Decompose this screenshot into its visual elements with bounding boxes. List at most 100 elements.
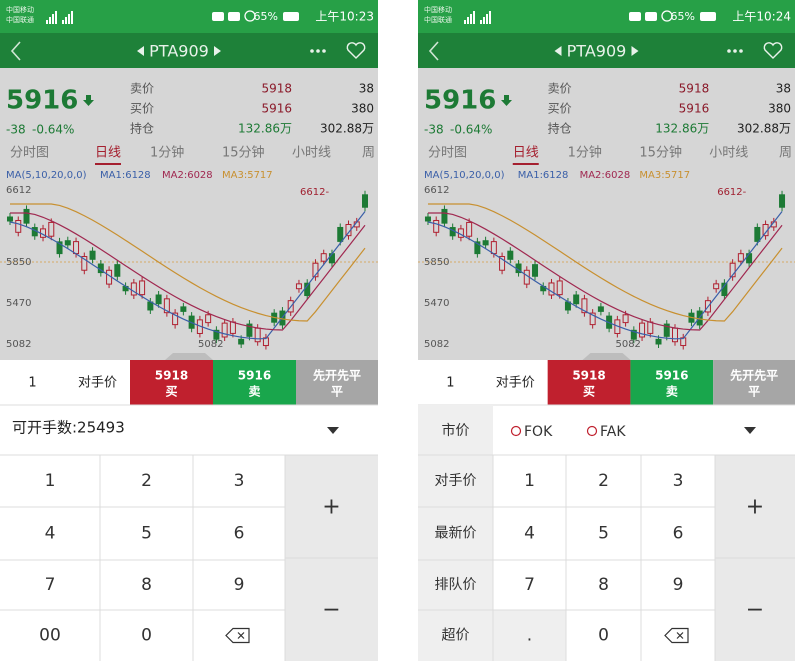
period-tab[interactable]: 分时图 — [10, 146, 49, 161]
backspace-key[interactable] — [225, 627, 250, 644]
number-key[interactable]: 8 — [141, 575, 152, 595]
period-tab[interactable]: 1分钟 — [150, 145, 184, 161]
price-key[interactable]: 超价 — [442, 628, 470, 644]
number-key[interactable]: 6 — [673, 524, 684, 544]
candle-body — [474, 241, 481, 255]
number-key[interactable]: 9 — [673, 575, 684, 595]
period-tab[interactable]: 日线 — [95, 146, 121, 161]
minus-key[interactable]: − — [746, 598, 764, 623]
period-tab[interactable]: 15分钟 — [639, 145, 682, 161]
close-mode-button[interactable] — [713, 360, 795, 405]
quote-label: 买价 — [548, 102, 572, 116]
period-tab[interactable]: 周 — [779, 146, 792, 161]
price-key[interactable]: 对手价 — [435, 473, 477, 489]
more-button[interactable] — [310, 49, 314, 53]
number-key[interactable]: 0 — [141, 626, 152, 646]
quantity[interactable]: 1 — [28, 376, 36, 391]
more-button[interactable] — [739, 49, 743, 53]
market-option[interactable]: 市价 — [442, 422, 470, 439]
candle-body — [532, 264, 539, 277]
dot-key[interactable] — [493, 610, 566, 661]
quote-value: 5918 — [261, 82, 292, 96]
buy-button[interactable] — [547, 360, 631, 405]
indicator-legend: MA(5,10,20,0,0) — [424, 170, 505, 181]
signal-icon — [55, 11, 57, 24]
next-arrow[interactable] — [631, 46, 639, 56]
sell-button[interactable] — [213, 360, 296, 405]
period-tab[interactable]: 周 — [362, 146, 375, 161]
number-key[interactable]: 8 — [598, 575, 609, 595]
favorite-button[interactable] — [346, 42, 366, 59]
backspace-key[interactable] — [664, 627, 689, 644]
backspace-key — [676, 632, 684, 639]
number-key[interactable]: 2 — [598, 471, 609, 491]
number-key[interactable]: 2 — [141, 471, 152, 491]
period-tab[interactable]: 15分钟 — [222, 145, 265, 161]
number-key[interactable]: 1 — [524, 471, 535, 491]
candle-body — [639, 322, 646, 338]
more-button[interactable] — [316, 49, 320, 53]
number-key[interactable]: 0 — [598, 626, 609, 646]
sell-button[interactable] — [630, 360, 714, 405]
number-key[interactable]: 5 — [141, 524, 152, 544]
number-key[interactable]: 3 — [673, 471, 684, 491]
quantity[interactable]: 1 — [446, 376, 454, 391]
period-tab[interactable]: 日线 — [513, 146, 539, 161]
more-button[interactable] — [322, 49, 326, 53]
number-key[interactable]: 6 — [234, 524, 245, 544]
number-key[interactable]: 1 — [45, 471, 56, 491]
indicator-legend: MA1:6128 — [518, 170, 569, 181]
radio-button[interactable] — [510, 425, 522, 437]
order-option[interactable]: FAK — [600, 424, 626, 440]
high-annotation: 6612- — [300, 187, 329, 198]
panel-handle[interactable] — [165, 353, 213, 360]
moving-average — [10, 212, 366, 331]
radio-button[interactable] — [586, 425, 598, 437]
candle-body — [221, 322, 228, 338]
number-key[interactable]: 7 — [524, 575, 535, 595]
buy-button[interactable] — [130, 360, 213, 405]
quote-label: 卖价 — [548, 82, 572, 96]
candle-body — [312, 262, 319, 278]
price-level: 6612 — [424, 185, 449, 196]
favorite-button[interactable] — [763, 42, 783, 59]
more-button[interactable] — [733, 49, 737, 53]
order-option[interactable]: FOK — [524, 424, 553, 440]
panel-handle[interactable] — [582, 353, 631, 360]
moving-average — [427, 203, 783, 322]
price-type[interactable]: 对手价 — [78, 376, 117, 391]
back-button[interactable] — [10, 41, 21, 61]
close-mode-button[interactable] — [296, 360, 378, 405]
down-arrow — [501, 95, 512, 106]
dropdown-arrow[interactable] — [327, 427, 339, 434]
next-arrow[interactable] — [214, 46, 221, 56]
number-key[interactable]: 00 — [39, 626, 61, 646]
prev-arrow[interactable] — [137, 46, 144, 56]
minus-key[interactable]: − — [322, 598, 340, 623]
moving-average — [9, 211, 366, 340]
plus-key[interactable]: + — [746, 495, 764, 520]
more-button[interactable] — [727, 49, 731, 53]
number-key[interactable]: 9 — [234, 575, 245, 595]
symbol: PTA909 — [567, 42, 627, 61]
plus-key[interactable]: + — [322, 495, 340, 520]
period-tab[interactable]: 分时图 — [428, 146, 467, 161]
status-icons — [629, 12, 641, 21]
period-tab[interactable]: 小时线 — [709, 146, 748, 161]
number-key[interactable]: 5 — [598, 524, 609, 544]
period-tab[interactable]: 1分钟 — [568, 145, 602, 161]
number-key[interactable]: . — [527, 626, 532, 646]
price-key[interactable]: 排队价 — [435, 577, 477, 593]
quote-label: 持仓 — [130, 121, 154, 136]
back-button[interactable] — [428, 41, 439, 61]
number-key[interactable]: 3 — [234, 471, 245, 491]
prev-arrow[interactable] — [554, 46, 562, 56]
number-key[interactable]: 4 — [45, 524, 56, 544]
number-key[interactable]: 4 — [524, 524, 535, 544]
price-type[interactable]: 对手价 — [496, 376, 535, 391]
period-tab[interactable]: 小时线 — [292, 146, 331, 161]
price-key[interactable]: 最新价 — [435, 526, 477, 542]
number-key[interactable]: 7 — [45, 575, 56, 595]
dropdown-arrow[interactable] — [744, 427, 756, 434]
